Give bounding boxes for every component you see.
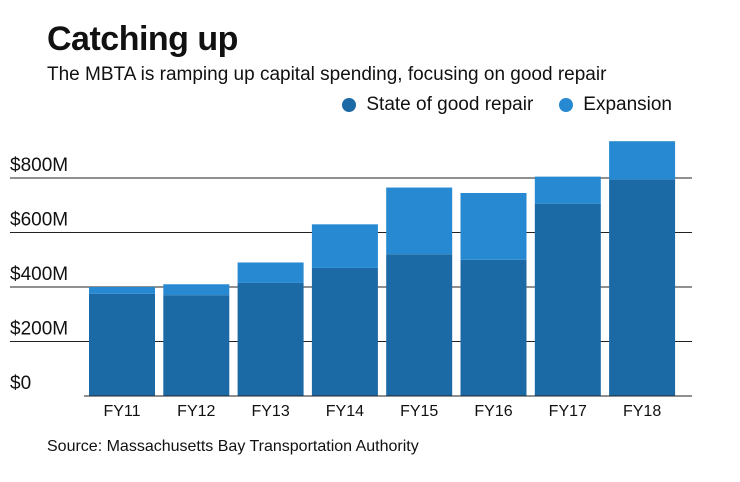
- bar-good-repair: [534, 203, 601, 396]
- x-tick-label: FY17: [549, 403, 587, 420]
- x-tick-label: FY12: [177, 403, 215, 420]
- bar-expansion: [89, 287, 155, 294]
- y-tick-label: $200M: [10, 319, 68, 340]
- bar-expansion: [609, 141, 676, 180]
- x-tick-label: FY16: [474, 403, 512, 420]
- x-tick-label: FY11: [103, 403, 140, 420]
- bar-good-repair: [460, 259, 527, 396]
- legend-item-expansion: Expansion: [559, 94, 672, 116]
- y-tick-label: $400M: [10, 264, 68, 285]
- bar-good-repair: [311, 267, 378, 396]
- bar-expansion: [386, 187, 453, 255]
- legend-swatch-good-repair: [342, 98, 357, 112]
- x-tick-label: FY15: [400, 403, 438, 420]
- bar-good-repair: [609, 179, 676, 396]
- bar-good-repair: [163, 295, 230, 396]
- y-tick-label: $600M: [10, 210, 68, 231]
- chart-legend: State of good repair Expansion: [342, 94, 672, 116]
- legend-swatch-expansion: [559, 98, 574, 112]
- bar-expansion: [534, 176, 601, 204]
- bar-expansion: [163, 284, 230, 296]
- source-note: Source: Massachusetts Bay Transportation…: [47, 438, 419, 455]
- legend-item-good-repair: State of good repair: [342, 94, 533, 116]
- legend-label-good-repair: State of good repair: [366, 94, 534, 115]
- bar-expansion: [460, 192, 527, 260]
- bar-expansion: [311, 224, 378, 268]
- legend-label-expansion: Expansion: [583, 94, 672, 115]
- y-tick-label: $0: [10, 373, 31, 394]
- x-tick-label: FY18: [623, 403, 661, 420]
- bar-good-repair: [89, 293, 155, 396]
- x-tick-label: FY13: [251, 403, 289, 420]
- bar-good-repair: [386, 254, 453, 396]
- x-tick-label: FY14: [326, 403, 364, 420]
- chart-title: Catching up: [47, 20, 238, 58]
- bar-good-repair: [237, 282, 304, 396]
- bar-expansion: [237, 262, 304, 283]
- y-tick-label: $800M: [10, 155, 68, 176]
- chart-subtitle: The MBTA is ramping up capital spending,…: [47, 64, 607, 85]
